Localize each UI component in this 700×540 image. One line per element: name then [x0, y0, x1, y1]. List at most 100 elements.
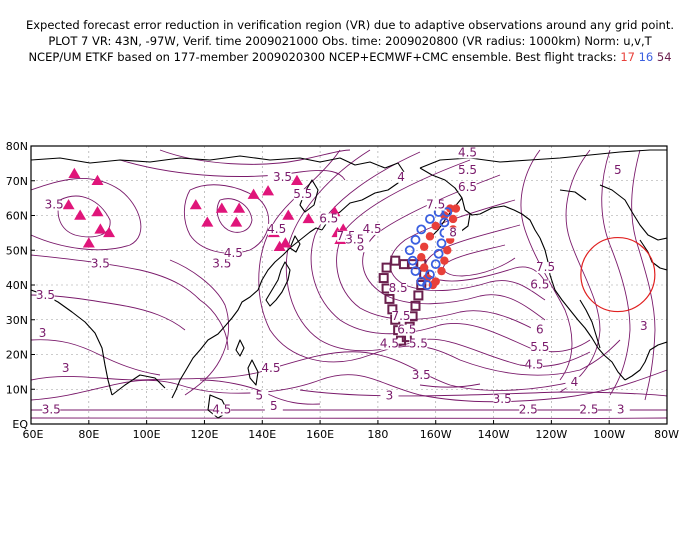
lon-tick-label: 60E	[23, 428, 44, 441]
contour-label: 2.5	[519, 403, 538, 417]
lat-tick-label: EQ	[12, 418, 28, 431]
track-16-point	[416, 276, 427, 287]
lon-tick-label: 180	[367, 428, 388, 441]
contour-label: 3.5	[493, 392, 512, 406]
contour-label-bg	[392, 171, 411, 183]
coastline-great-lakes-region	[639, 239, 667, 271]
track-16-point	[436, 238, 447, 249]
contour-label: 4.5	[524, 357, 543, 371]
contour-label-bg	[212, 258, 231, 270]
contour-line	[216, 198, 253, 233]
contour-label: 4.5	[267, 222, 286, 236]
contour-label: 3	[617, 403, 625, 417]
contour-label-bg	[389, 282, 408, 294]
lon-tick-label: 160W	[420, 428, 452, 441]
plot-title-line-1: Expected forecast error reduction in ver…	[25, 18, 675, 32]
lat-tick-label: 30N	[6, 314, 28, 327]
contour-label-bg	[608, 164, 627, 176]
contour-label-bg	[519, 404, 538, 416]
track-17-point	[448, 214, 458, 224]
observation-triangle	[91, 174, 104, 185]
observation-triangle	[91, 206, 104, 217]
contour-label: 8.5	[389, 281, 408, 295]
plot-title-line-3: NCEP/UM ETKF based on 177-member 2009020…	[0, 50, 700, 64]
contour-line	[199, 379, 321, 405]
coastline-arctic-north-america	[419, 149, 667, 169]
track-54-point	[381, 262, 392, 273]
track-17-point	[451, 204, 461, 213]
contour-label-bg	[363, 223, 382, 235]
track-17-point	[440, 256, 449, 265]
observation-triangle	[94, 223, 107, 234]
contour-line	[285, 149, 591, 367]
contour-label-bg	[380, 338, 399, 350]
track-16-point	[416, 224, 427, 235]
lon-tick-label: 120E	[190, 428, 218, 441]
contour-label: 4.5	[458, 145, 477, 159]
coastline-hudson-bay	[599, 184, 667, 241]
contour-label: 5	[270, 399, 278, 413]
contour-line	[299, 389, 667, 397]
contour-line	[31, 369, 667, 403]
contour-label: 7.5	[391, 309, 410, 323]
contour-line	[31, 351, 581, 391]
contour-label: 6.5	[319, 211, 338, 225]
contour-label: 2.5	[579, 403, 598, 417]
coastline-bay-of-bengal	[111, 374, 166, 396]
contour-label: 3.5	[91, 257, 110, 271]
track-54-id: 54	[656, 50, 672, 64]
lon-tick-label: 80W	[654, 428, 679, 441]
coastline-baja	[579, 299, 601, 349]
contour-label: 4.5	[212, 403, 231, 417]
lat-tick-label: 40N	[6, 279, 28, 292]
observation-triangle	[233, 202, 246, 213]
contour-label-bg	[444, 227, 463, 239]
contour-label: 3.5	[36, 288, 55, 302]
contour-label-bg	[351, 241, 370, 253]
contour-label-bg	[319, 213, 338, 225]
observation-triangle	[273, 240, 286, 251]
track-17-point	[431, 221, 440, 231]
plot-title-line-3-text: NCEP/UM ETKF based on 177-member 2009020…	[28, 50, 621, 64]
track-16-point	[425, 269, 435, 280]
contour-label: 3.5	[45, 198, 64, 212]
contour-label-bg	[634, 321, 653, 333]
contour-label: 3.5	[212, 257, 231, 271]
contour-label: 4	[571, 375, 579, 389]
contour-label-bg	[293, 189, 312, 201]
contour-label: 3	[39, 326, 47, 340]
contour-line	[601, 149, 631, 396]
contour-label-bg	[525, 359, 544, 371]
track-54-point	[378, 273, 389, 284]
lat-tick-label: 10N	[6, 383, 28, 396]
track-17-point	[437, 266, 446, 276]
observation-triangle	[103, 226, 116, 238]
coastline-arctic-islands	[559, 189, 587, 201]
contour-label-bg	[611, 404, 630, 416]
lat-tick-label: 70N	[6, 175, 28, 188]
coastline-gulf-of-mexico	[624, 341, 667, 381]
contour-line	[31, 178, 142, 251]
contour-label-bg	[91, 258, 110, 270]
track-16-id: 16	[638, 50, 654, 64]
lat-tick-label: 20N	[6, 349, 28, 362]
contour-line	[31, 339, 161, 376]
track-17-point	[443, 246, 452, 255]
observation-triangle	[247, 188, 260, 199]
contour-line	[559, 149, 601, 393]
track-17-point	[425, 232, 435, 241]
contour-label: 3.5	[273, 170, 292, 184]
contour-label: 3	[62, 361, 70, 375]
track-54-point	[416, 280, 427, 290]
observation-triangle	[74, 209, 87, 220]
track-17-id: 17	[620, 50, 635, 64]
contour-label: 4.5	[363, 222, 382, 236]
track-16-point	[425, 214, 435, 224]
contour-label-bg	[42, 404, 61, 416]
observation-triangle	[68, 167, 81, 178]
contour-label: 3	[386, 389, 394, 403]
contour-label: 5.5	[409, 337, 428, 351]
track-17-point	[419, 263, 429, 272]
track-16-point	[430, 259, 441, 270]
